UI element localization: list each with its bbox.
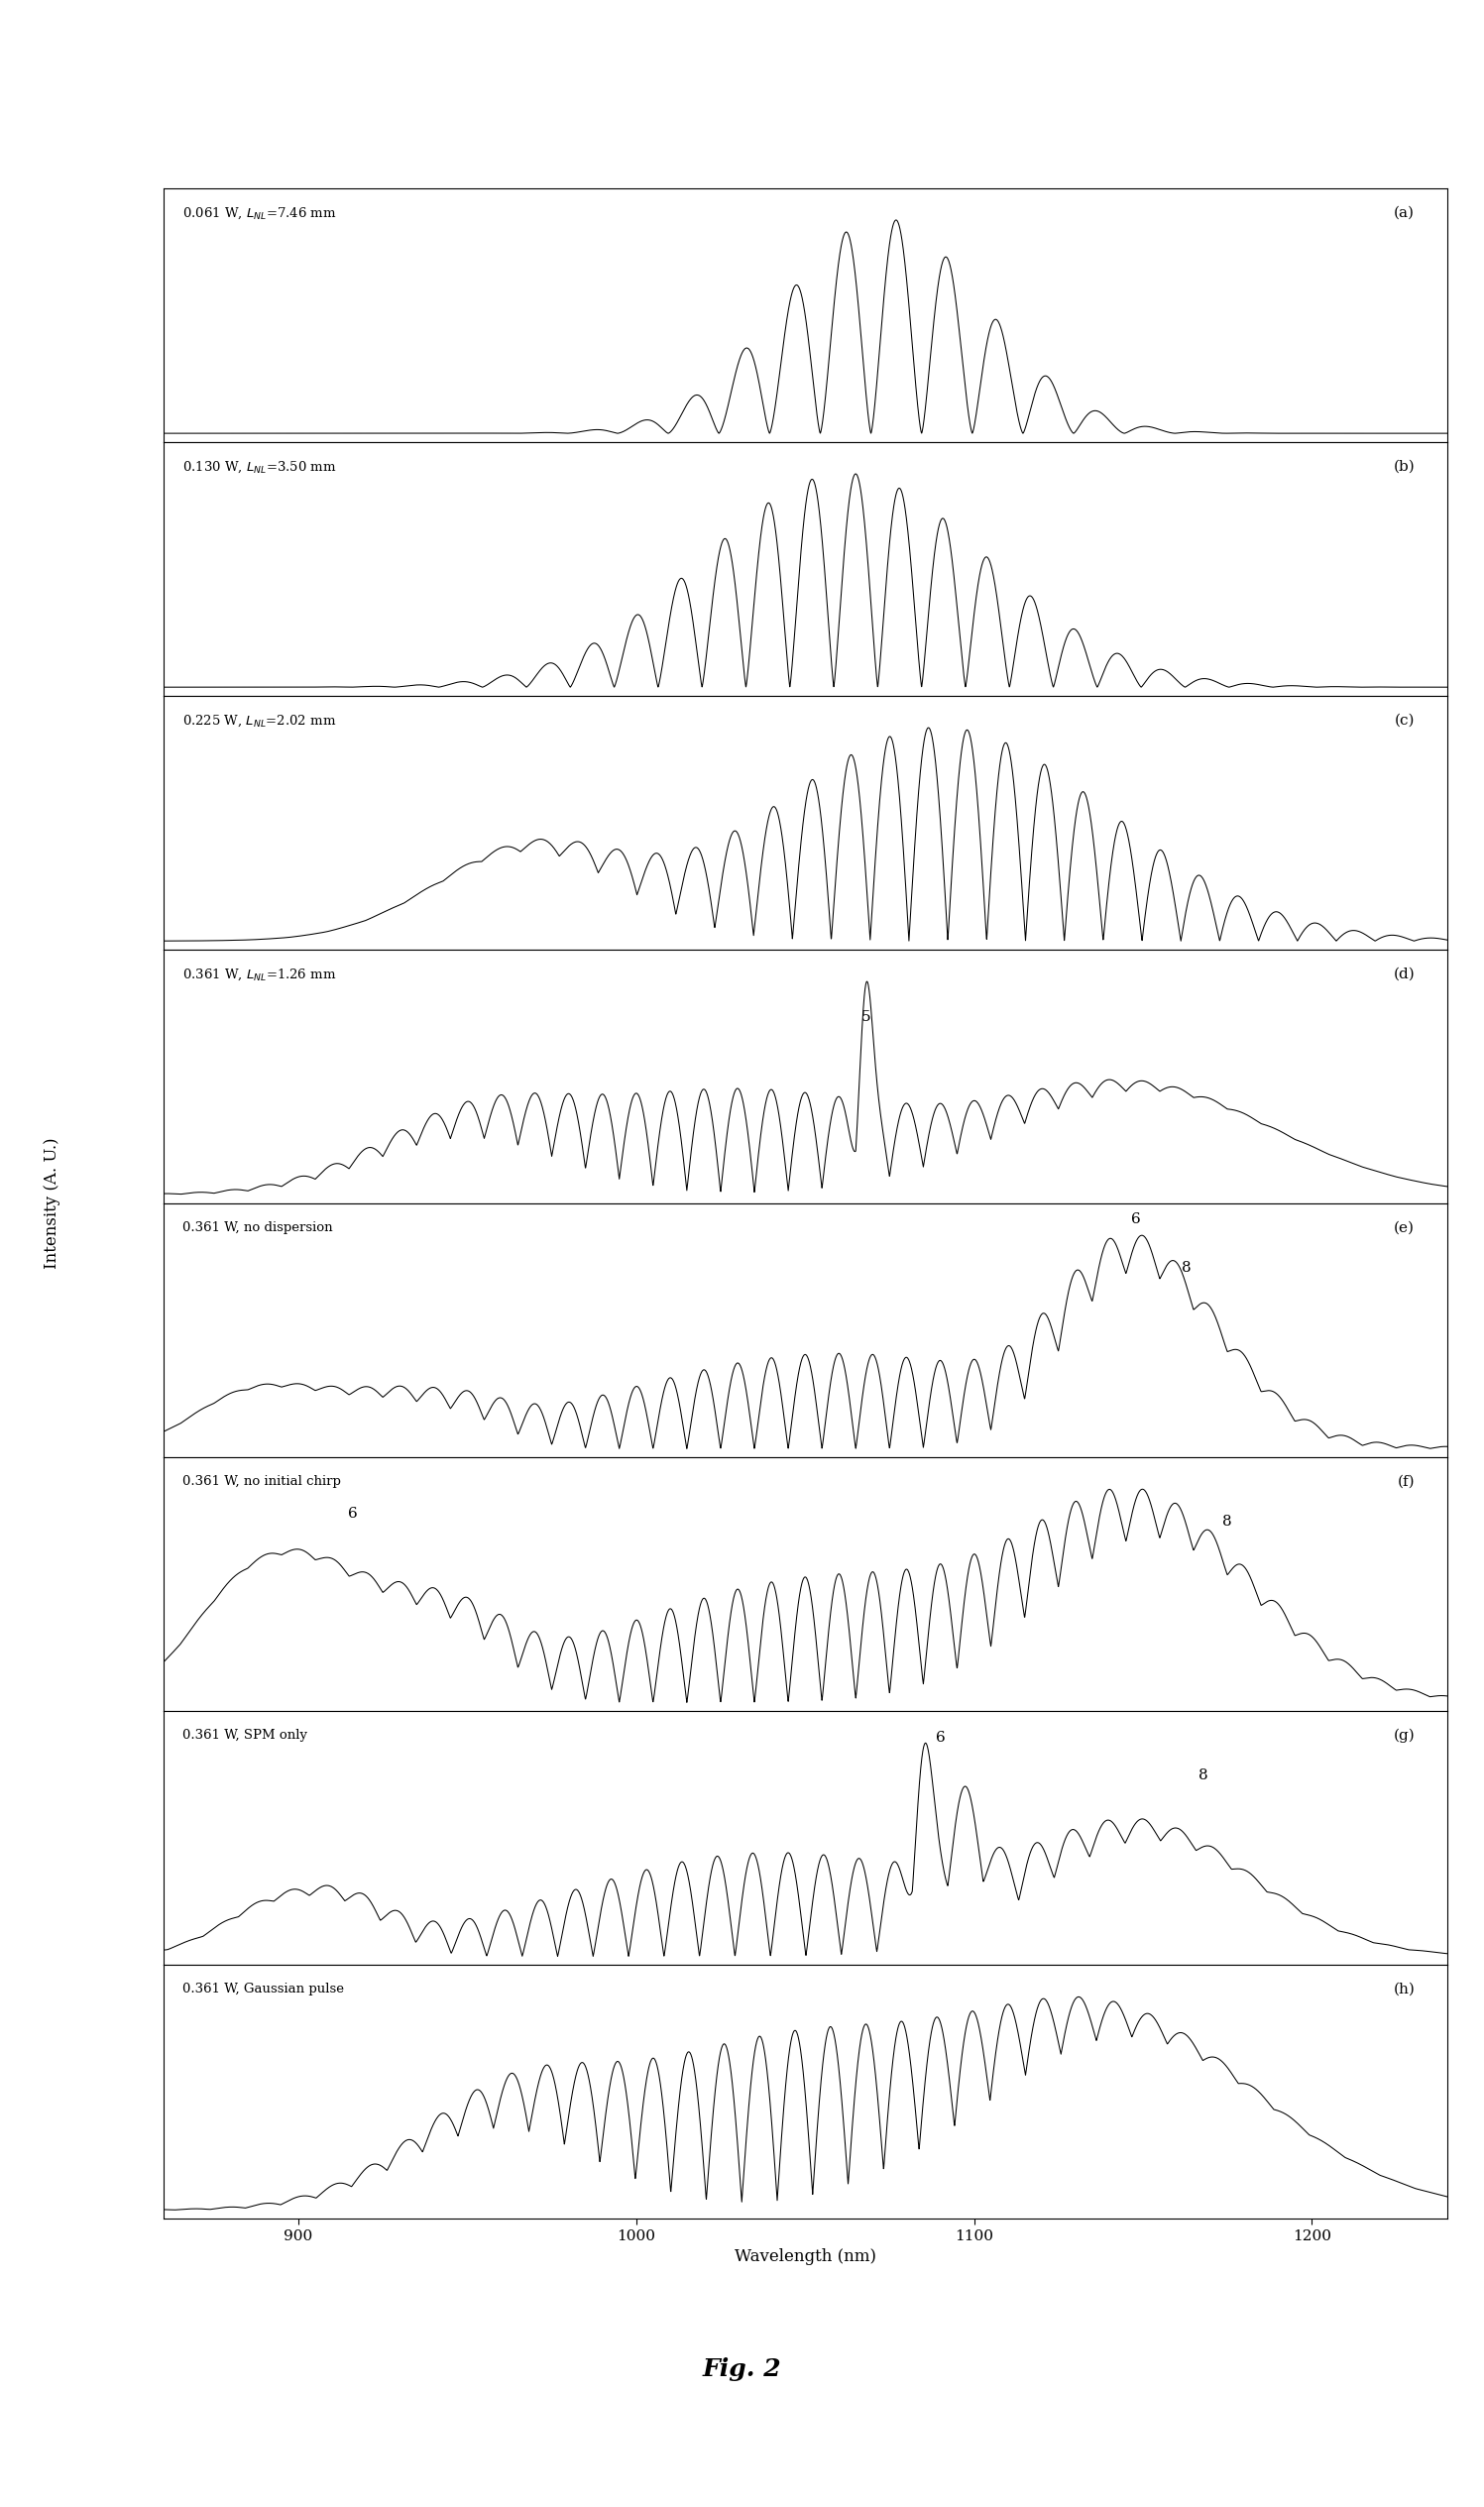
- Text: 8: 8: [1183, 1261, 1192, 1276]
- Text: 5: 5: [861, 1010, 871, 1023]
- Text: (e): (e): [1393, 1221, 1414, 1236]
- Text: 8: 8: [1223, 1514, 1232, 1529]
- Text: 0.361 W, $L_{NL}$=1.26 mm: 0.361 W, $L_{NL}$=1.26 mm: [183, 968, 337, 983]
- Text: 6: 6: [347, 1507, 358, 1522]
- Text: (d): (d): [1393, 968, 1414, 980]
- X-axis label: Wavelength (nm): Wavelength (nm): [735, 2249, 876, 2266]
- Text: 0.225 W, $L_{NL}$=2.02 mm: 0.225 W, $L_{NL}$=2.02 mm: [183, 714, 337, 730]
- Text: 0.361 W, no initial chirp: 0.361 W, no initial chirp: [183, 1474, 341, 1487]
- Text: Intensity (A. U.): Intensity (A. U.): [43, 1138, 61, 1269]
- Text: (h): (h): [1393, 1983, 1414, 1996]
- Text: Fig. 2: Fig. 2: [702, 2357, 782, 2382]
- Text: 6: 6: [935, 1730, 945, 1745]
- Text: 0.130 W, $L_{NL}$=3.50 mm: 0.130 W, $L_{NL}$=3.50 mm: [183, 459, 337, 474]
- Text: (g): (g): [1393, 1730, 1414, 1742]
- Text: (f): (f): [1398, 1474, 1414, 1489]
- Text: (a): (a): [1393, 206, 1414, 221]
- Text: 6: 6: [1131, 1213, 1141, 1226]
- Text: 0.061 W, $L_{NL}$=7.46 mm: 0.061 W, $L_{NL}$=7.46 mm: [183, 206, 337, 221]
- Text: (b): (b): [1393, 459, 1414, 474]
- Text: (c): (c): [1395, 714, 1414, 727]
- Text: 0.361 W, SPM only: 0.361 W, SPM only: [183, 1730, 307, 1742]
- Text: 0.361 W, no dispersion: 0.361 W, no dispersion: [183, 1221, 332, 1233]
- Text: 0.361 W, Gaussian pulse: 0.361 W, Gaussian pulse: [183, 1983, 344, 1996]
- Text: 8: 8: [1199, 1767, 1208, 1782]
